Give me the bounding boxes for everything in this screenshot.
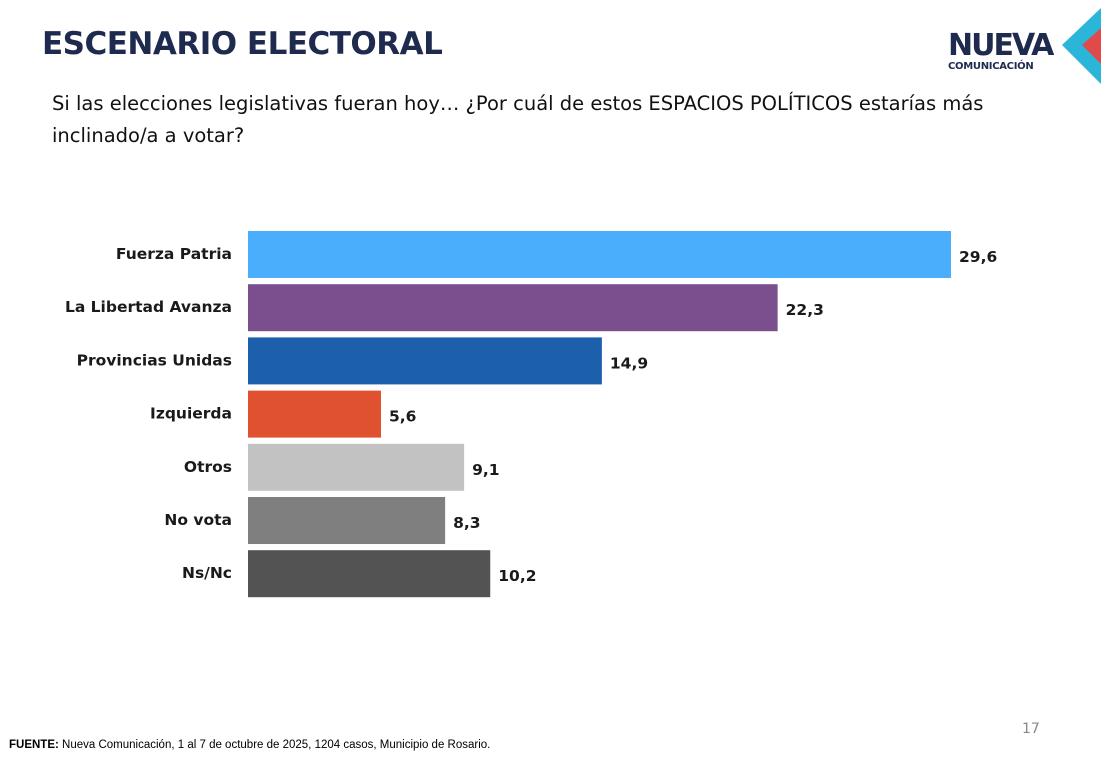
category-label: Ns/Nc [182,564,232,582]
logo-shape [1082,28,1101,64]
category-label: Otros [184,458,232,476]
value-label: 9,1 [472,461,499,479]
bar [248,443,465,491]
category-label: Izquierda [150,405,232,423]
logo-shape [1062,8,1101,84]
category-label: Fuerza Patria [116,245,232,263]
title: ESCENARIO ELECTORAL [42,26,443,62]
value-label: 8,3 [453,514,480,532]
subtitle: Si las elecciones legislativas fueran ho… [52,92,984,147]
bar [248,497,446,544]
value-label: 5,6 [389,408,416,426]
source-label: FUENTE: [9,739,59,751]
logo-text: COMUNICACIÓN [948,61,1034,72]
bar [248,337,602,385]
bar [248,231,951,278]
value-label: 14,9 [610,354,648,372]
category-label: No vota [164,511,232,529]
value-label: 10,2 [498,567,536,585]
source: FUENTE: Nueva Comunicación, 1 al 7 de oc… [9,739,490,751]
category-label: Provincias Unidas [77,351,232,369]
bar [248,550,491,598]
bar [248,284,778,332]
value-label: 29,6 [959,248,997,266]
bar [248,390,381,438]
page-number: 17 [1022,721,1040,737]
source-text: Nueva Comunicación, 1 al 7 de octubre de… [62,739,491,751]
logo-text: NUEVA [948,28,1054,63]
category-label: La Libertad Avanza [65,298,232,316]
value-label: 22,3 [786,301,824,319]
